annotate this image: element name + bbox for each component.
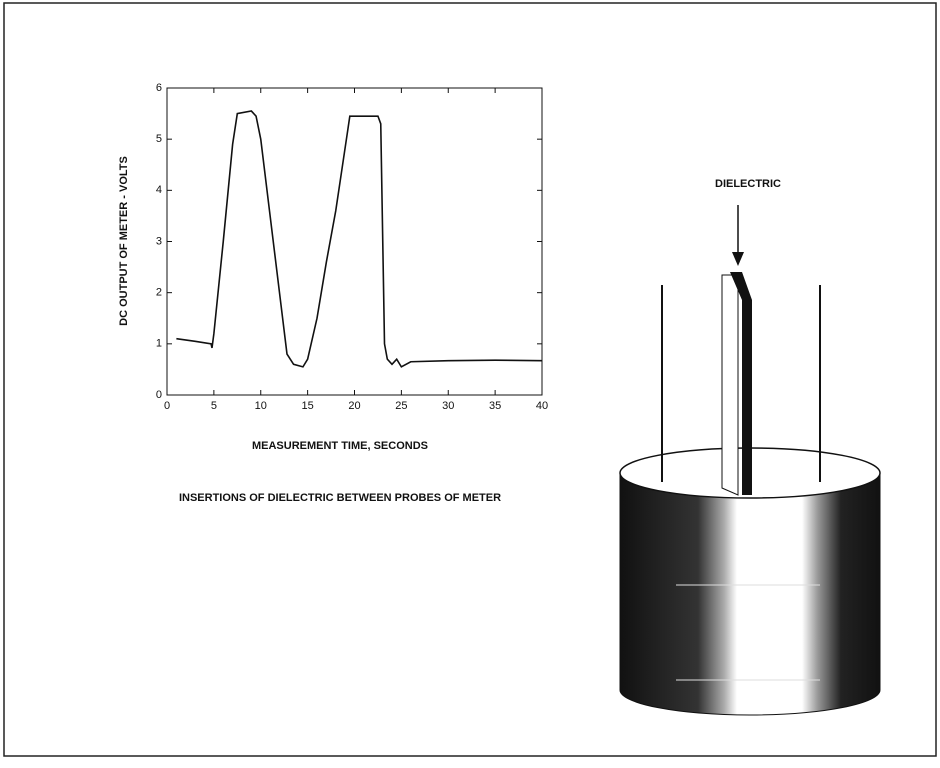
y-tick-label: 1 <box>156 338 162 350</box>
y-tick-label: 2 <box>156 287 162 299</box>
y-tick-label: 4 <box>156 184 162 196</box>
x-axis-label: MEASUREMENT TIME, SECONDS <box>252 440 428 452</box>
x-tick-label: 15 <box>302 400 314 412</box>
x-tick-label: 35 <box>489 400 501 412</box>
y-tick-label: 0 <box>156 389 162 401</box>
x-tick-label: 0 <box>164 400 170 412</box>
data-line <box>176 110 543 368</box>
x-tick-label: 40 <box>536 400 548 412</box>
x-tick-label: 30 <box>442 400 454 412</box>
y-tick-label: 6 <box>156 82 162 94</box>
x-tick-label: 5 <box>211 400 217 412</box>
annotation: DIELECTRIC <box>715 178 781 190</box>
x-tick-label: 25 <box>395 400 407 412</box>
x-tick-label: 20 <box>348 400 360 412</box>
y-axis-label: DC OUTPUT OF METER - VOLTS <box>118 156 130 326</box>
y-tick-label: 3 <box>156 235 162 247</box>
y-tick-label: 5 <box>156 133 162 145</box>
x-tick-label: 10 <box>255 400 267 412</box>
caption: INSERTIONS OF DIELECTRIC BETWEEN PROBES … <box>179 492 501 504</box>
frame <box>3 2 937 757</box>
illustration <box>619 205 881 716</box>
